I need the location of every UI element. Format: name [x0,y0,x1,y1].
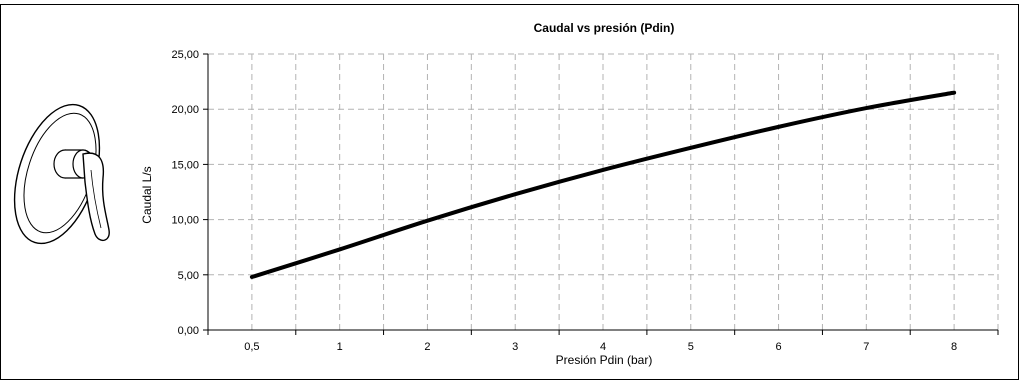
x-tick-label: 5 [688,341,694,353]
chart-area: Caudal vs presión (Pdin) 0,005,0010,0015… [140,21,999,367]
series-points [251,92,955,278]
y-tick-label: 10,00 [171,215,199,227]
x-tick-label: 2 [424,341,430,353]
y-tick-label: 5,00 [178,270,199,282]
y-tick-label: 20,00 [171,104,199,116]
x-tick-label: 7 [863,341,869,353]
y-tick-labels: 0,00 5,00 10,00 15,00 20,00 25,00 [171,49,199,337]
y-axis-label: Caudal L/s [140,166,154,223]
x-tick-label: 0,5 [244,341,259,353]
y-tick-label: 0,00 [178,325,199,337]
chart-frame: Caudal vs presión (Pdin) 0,00 5,00 10,00 15… [0,4,1019,380]
x-tick-label: 3 [512,341,518,353]
x-tick-labels: 0,5 1 2 3 4 5 6 7 8 [244,341,957,353]
axes [203,53,999,335]
x-tick-label: 1 [337,341,343,353]
x-tick-label: 8 [951,341,957,353]
y-tick-label: 25,00 [171,49,199,61]
grid-lines [208,53,999,330]
mixer-tap-icon [13,103,110,245]
y-tick-label: 15,00 [171,159,199,171]
chart-title: Caudal vs presión (Pdin) [534,21,675,35]
x-tick-label: 6 [775,341,781,353]
x-tick-label: 4 [600,341,606,353]
x-axis-label: Presión Pdin (bar) [556,353,653,367]
